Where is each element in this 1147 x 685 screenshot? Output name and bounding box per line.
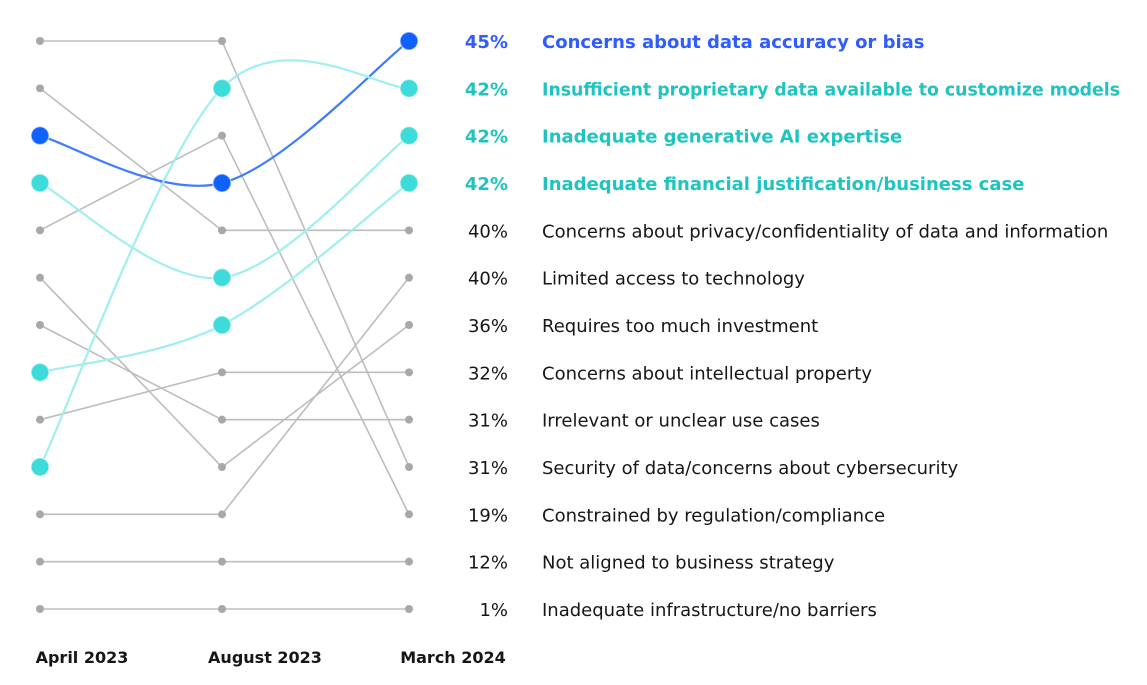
period-label-march-2024: March 2024 (400, 648, 506, 667)
point-limited-access-to-technology-0 (36, 510, 44, 519)
point-insufficient-proprietary-data-available-to-customize-models-1 (212, 78, 232, 99)
point-constrained-by-regulation-compliance-1 (218, 131, 226, 140)
period-label-august-2023: August 2023 (208, 648, 322, 667)
point-concerns-about-intellectual-property-2 (405, 368, 413, 377)
point-concerns-about-privacy-confidentiality-of-data-and-information-0 (36, 84, 44, 93)
period-label-april-2023: April 2023 (36, 648, 129, 667)
point-security-of-data-concerns-about-cybersecurity-0 (36, 37, 44, 45)
value-label-concerns-about-privacy-confidentiality-of-data-and-information: 40% (468, 221, 508, 242)
value-label-inadequate-infrastructure-no-barriers: 1% (479, 600, 508, 621)
series-line-concerns-about-intellectual-property (39, 371, 409, 421)
point-not-aligned-to-business-strategy-0 (36, 557, 44, 566)
series-label-inadequate-generative-ai-expertise: Inadequate generative AI expertise (542, 127, 902, 148)
series-label-inadequate-financial-justification-business-case: Inadequate financial justification/busin… (542, 174, 1024, 195)
point-concerns-about-intellectual-property-0 (36, 415, 44, 424)
value-label-inadequate-financial-justification-business-case: 42% (465, 174, 508, 195)
value-label-constrained-by-regulation-compliance: 19% (468, 505, 508, 526)
series-label-not-aligned-to-business-strategy: Not aligned to business strategy (542, 553, 835, 574)
point-constrained-by-regulation-compliance-2 (405, 510, 413, 519)
series-line-inadequate-generative-ai-expertise (39, 134, 410, 280)
point-irrelevant-or-unclear-use-cases-0 (36, 321, 44, 329)
point-insufficient-proprietary-data-available-to-customize-models-0 (30, 457, 50, 477)
point-inadequate-generative-ai-expertise-0 (30, 173, 50, 193)
series-label-irrelevant-or-unclear-use-cases: Irrelevant or unclear use cases (542, 411, 820, 432)
series-label-limited-access-to-technology: Limited access to technology (542, 269, 805, 290)
point-inadequate-infrastructure-no-barriers-2 (405, 605, 413, 613)
point-inadequate-generative-ai-expertise-2 (399, 125, 419, 146)
series-label-requires-too-much-investment: Requires too much investment (542, 316, 818, 337)
value-label-insufficient-proprietary-data-available-to-customize-models: 42% (465, 79, 508, 100)
point-constrained-by-regulation-compliance-0 (36, 226, 44, 235)
point-requires-too-much-investment-2 (405, 321, 413, 329)
series-label-concerns-about-data-accuracy-or-bias: Concerns about data accuracy or bias (542, 32, 925, 53)
point-inadequate-financial-justification-business-case-0 (30, 362, 50, 383)
point-irrelevant-or-unclear-use-cases-1 (218, 415, 226, 424)
point-concerns-about-data-accuracy-or-bias-1 (212, 173, 232, 193)
series-points (30, 31, 419, 613)
point-inadequate-generative-ai-expertise-1 (212, 267, 232, 288)
point-limited-access-to-technology-1 (218, 510, 226, 519)
point-not-aligned-to-business-strategy-1 (218, 557, 226, 566)
point-limited-access-to-technology-2 (405, 273, 413, 282)
value-label-security-of-data-concerns-about-cybersecurity: 31% (468, 458, 508, 479)
point-not-aligned-to-business-strategy-2 (405, 557, 413, 566)
point-inadequate-infrastructure-no-barriers-1 (218, 605, 226, 613)
point-concerns-about-privacy-confidentiality-of-data-and-information-1 (218, 226, 226, 235)
series-label-insufficient-proprietary-data-available-to-customize-models: Insufficient proprietary data available … (542, 79, 1120, 100)
series-line-insufficient-proprietary-data-available-to-customize-models (39, 59, 410, 468)
point-irrelevant-or-unclear-use-cases-2 (405, 415, 413, 424)
series-label-concerns-about-privacy-confidentiality-of-data-and-information: Concerns about privacy/confidentiality o… (542, 221, 1108, 242)
series-label-concerns-about-intellectual-property: Concerns about intellectual property (542, 363, 872, 384)
series-labels: 45% Concerns about data accuracy or bias 4… (465, 32, 1120, 621)
series-line-concerns-about-data-accuracy-or-bias (39, 40, 410, 187)
value-label-not-aligned-to-business-strategy: 12% (468, 553, 508, 574)
value-label-requires-too-much-investment: 36% (468, 316, 508, 337)
point-concerns-about-privacy-confidentiality-of-data-and-information-2 (405, 226, 413, 235)
point-requires-too-much-investment-1 (218, 463, 226, 471)
point-security-of-data-concerns-about-cybersecurity-2 (405, 463, 413, 471)
point-concerns-about-data-accuracy-or-bias-2 (399, 31, 419, 51)
period-labels: April 2023 August 2023 March 2024 (36, 648, 506, 667)
point-requires-too-much-investment-0 (36, 273, 44, 282)
value-label-limited-access-to-technology: 40% (468, 269, 508, 290)
point-insufficient-proprietary-data-available-to-customize-models-2 (399, 78, 419, 99)
value-label-irrelevant-or-unclear-use-cases: 31% (468, 411, 508, 432)
point-inadequate-financial-justification-business-case-1 (212, 315, 232, 335)
series-label-constrained-by-regulation-compliance: Constrained by regulation/compliance (542, 505, 885, 526)
point-inadequate-financial-justification-business-case-2 (399, 173, 419, 193)
series-label-security-of-data-concerns-about-cybersecurity: Security of data/concerns about cybersec… (542, 458, 959, 479)
series-line-limited-access-to-technology (40, 277, 410, 516)
series-label-inadequate-infrastructure-no-barriers: Inadequate infrastructure/no barriers (542, 600, 877, 621)
value-label-concerns-about-data-accuracy-or-bias: 45% (465, 32, 508, 53)
value-label-concerns-about-intellectual-property: 32% (468, 363, 508, 384)
point-concerns-about-data-accuracy-or-bias-0 (30, 125, 50, 146)
point-concerns-about-intellectual-property-1 (218, 368, 226, 377)
point-inadequate-infrastructure-no-barriers-0 (36, 605, 44, 613)
value-label-inadequate-generative-ai-expertise: 42% (465, 127, 508, 148)
point-security-of-data-concerns-about-cybersecurity-1 (218, 37, 226, 45)
